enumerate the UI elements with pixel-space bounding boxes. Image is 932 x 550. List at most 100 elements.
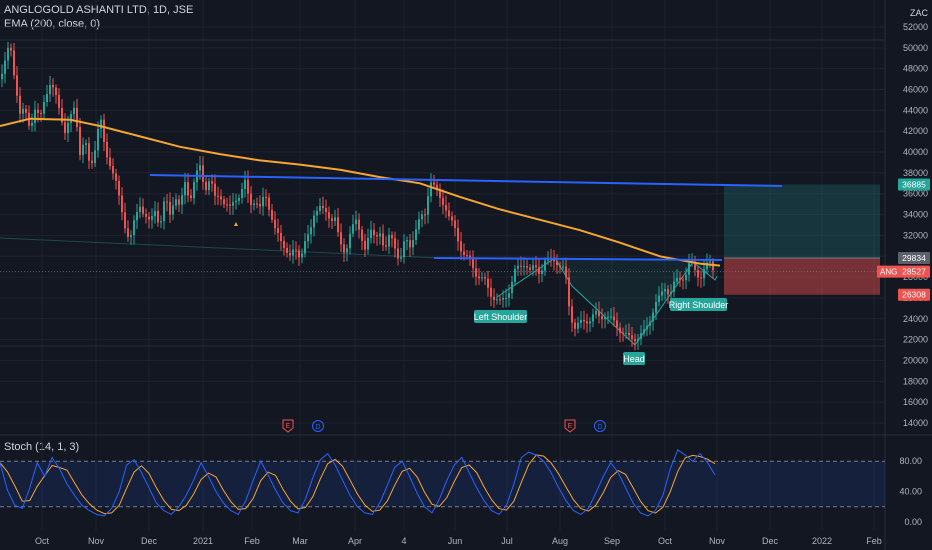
candle-body[interactable] xyxy=(436,184,438,190)
candle-body[interactable] xyxy=(403,241,405,258)
candle-body[interactable] xyxy=(331,218,333,221)
candle-body[interactable] xyxy=(355,219,357,225)
dividend-marker[interactable] xyxy=(312,420,324,432)
candle-body[interactable] xyxy=(124,212,126,229)
candle-body[interactable] xyxy=(253,203,255,206)
candle-body[interactable] xyxy=(703,269,705,279)
candle-body[interactable] xyxy=(70,114,72,123)
ema-line[interactable] xyxy=(0,117,721,267)
candle-body[interactable] xyxy=(157,210,159,223)
candle-body[interactable] xyxy=(130,235,132,238)
candle-body[interactable] xyxy=(529,267,531,270)
candle-body[interactable] xyxy=(247,179,249,194)
candle-body[interactable] xyxy=(427,196,429,215)
candle-body[interactable] xyxy=(280,232,282,242)
candle-body[interactable] xyxy=(352,224,354,234)
candle-body[interactable] xyxy=(76,107,78,128)
candle-body[interactable] xyxy=(409,240,411,248)
candle-body[interactable] xyxy=(583,319,585,322)
candle-body[interactable] xyxy=(262,196,264,207)
candle-body[interactable] xyxy=(373,229,375,236)
candle-body[interactable] xyxy=(322,205,324,209)
candle-body[interactable] xyxy=(457,227,459,242)
candle-body[interactable] xyxy=(169,201,171,215)
candle-body[interactable] xyxy=(340,232,342,245)
candle-body[interactable] xyxy=(694,262,696,270)
candle-body[interactable] xyxy=(376,235,378,237)
candle-body[interactable] xyxy=(607,316,609,318)
candle-body[interactable] xyxy=(349,233,351,249)
candle-body[interactable] xyxy=(127,228,129,238)
candle-body[interactable] xyxy=(589,321,591,324)
candle-body[interactable] xyxy=(7,47,9,61)
candle-body[interactable] xyxy=(679,277,681,280)
candle-body[interactable] xyxy=(139,206,141,213)
candle-body[interactable] xyxy=(358,219,360,230)
candle-body[interactable] xyxy=(469,255,471,259)
candle-body[interactable] xyxy=(193,182,195,199)
candle-body[interactable] xyxy=(37,109,39,114)
candle-body[interactable] xyxy=(619,327,621,333)
candle-body[interactable] xyxy=(493,296,495,300)
neckline-trendline[interactable] xyxy=(433,257,723,261)
candle-body[interactable] xyxy=(115,173,117,181)
candle-body[interactable] xyxy=(250,193,252,206)
candle-body[interactable] xyxy=(406,240,408,242)
candle-body[interactable] xyxy=(475,268,477,277)
candle-body[interactable] xyxy=(40,113,42,115)
candle-body[interactable] xyxy=(265,196,267,198)
candle-body[interactable] xyxy=(667,289,669,295)
candle-body[interactable] xyxy=(526,266,528,268)
candle-body[interactable] xyxy=(397,248,399,259)
candle-body[interactable] xyxy=(268,197,270,210)
candle-body[interactable] xyxy=(223,199,225,205)
candle-body[interactable] xyxy=(34,109,36,123)
candle-body[interactable] xyxy=(514,268,516,282)
stoch-d-line[interactable] xyxy=(0,454,716,515)
candle-body[interactable] xyxy=(637,338,639,341)
candle-body[interactable] xyxy=(580,319,582,323)
label-right-shoulder-box[interactable] xyxy=(670,298,727,311)
candle-body[interactable] xyxy=(463,251,465,256)
candle-body[interactable] xyxy=(538,267,540,275)
candle-body[interactable] xyxy=(571,306,573,323)
candle-body[interactable] xyxy=(19,95,21,114)
candle-body[interactable] xyxy=(187,182,189,196)
candle-body[interactable] xyxy=(43,102,45,114)
candle-body[interactable] xyxy=(166,201,168,203)
candle-body[interactable] xyxy=(685,274,687,281)
candle-body[interactable] xyxy=(505,297,507,299)
candle-body[interactable] xyxy=(220,196,222,200)
candle-body[interactable] xyxy=(508,293,510,298)
candle-body[interactable] xyxy=(205,181,207,191)
candle-body[interactable] xyxy=(277,228,279,233)
stoch-k-line[interactable] xyxy=(0,449,716,517)
candle-body[interactable] xyxy=(562,266,564,268)
candle-body[interactable] xyxy=(22,108,24,114)
candle-body[interactable] xyxy=(148,216,150,220)
candle-body[interactable] xyxy=(544,260,546,271)
candle-body[interactable] xyxy=(292,249,294,256)
candle-body[interactable] xyxy=(181,195,183,205)
candle-body[interactable] xyxy=(460,241,462,252)
candle-body[interactable] xyxy=(520,265,522,267)
candle-body[interactable] xyxy=(13,50,15,76)
candle-body[interactable] xyxy=(211,181,213,184)
candle-body[interactable] xyxy=(370,229,372,238)
candle-body[interactable] xyxy=(415,229,417,241)
candle-body[interactable] xyxy=(556,261,558,266)
candle-body[interactable] xyxy=(235,200,237,203)
candle-body[interactable] xyxy=(343,244,345,253)
candle-body[interactable] xyxy=(577,322,579,329)
candle-body[interactable] xyxy=(688,263,690,275)
candle-body[interactable] xyxy=(100,119,102,129)
candle-body[interactable] xyxy=(523,266,525,268)
candle-body[interactable] xyxy=(61,108,63,123)
candle-body[interactable] xyxy=(55,87,57,95)
candle-body[interactable] xyxy=(214,183,216,196)
candle-body[interactable] xyxy=(634,338,636,341)
candle-body[interactable] xyxy=(304,241,306,254)
candle-body[interactable] xyxy=(646,325,648,330)
candle-body[interactable] xyxy=(49,84,51,95)
candle-body[interactable] xyxy=(364,240,366,250)
